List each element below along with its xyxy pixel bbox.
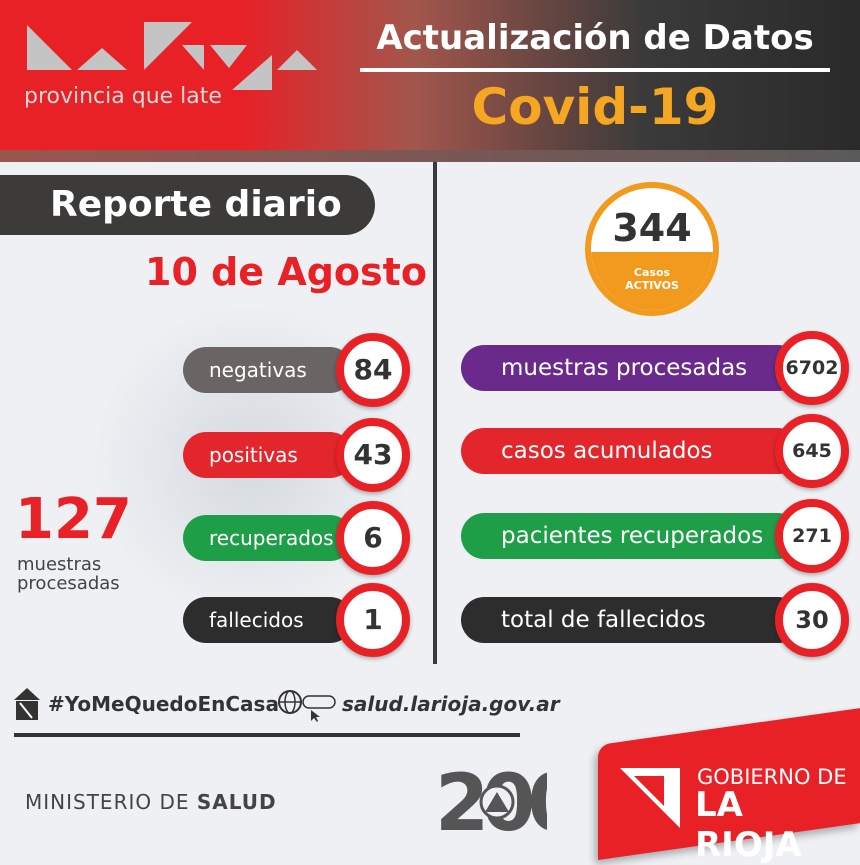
website-link[interactable]: salud.larioja.gov.ar xyxy=(342,692,560,716)
footer-divider xyxy=(14,733,520,737)
gobierno-line-1: GOBIERNO DE xyxy=(697,765,847,789)
stat-casos-acumulados: casos acumulados xyxy=(461,428,801,474)
globe-www-icon xyxy=(278,690,336,722)
stat-fallecidos-value: 1 xyxy=(336,583,410,657)
stat-pacientes-recuperados: pacientes recuperados xyxy=(461,513,801,559)
gobierno-line-2: LA RIOJA xyxy=(695,785,802,865)
stat-muestras-procesadas-value: 6702 xyxy=(775,331,849,405)
daily-report-heading: Reporte diario xyxy=(0,175,375,235)
report-date: 10 de Agosto xyxy=(145,250,427,294)
header-band xyxy=(0,150,860,162)
label-line-1: muestras xyxy=(17,554,102,575)
stat-total-fallecidos-value: 30 xyxy=(775,583,849,657)
page-subtitle: Covid-19 xyxy=(471,78,719,136)
column-divider xyxy=(433,162,437,664)
stat-negativas: negativas xyxy=(183,347,353,393)
logo-tagline: provincia que late xyxy=(24,84,222,109)
label-line-2: procesadas xyxy=(17,573,120,594)
stat-fallecidos: fallecidos xyxy=(183,597,353,643)
ministry-name: MINISTERIO DE SALUD xyxy=(25,790,277,814)
stat-recuperados: recuperados xyxy=(183,515,353,561)
stat-muestras-procesadas: muestras procesadas xyxy=(461,345,801,391)
la-rioja-logo xyxy=(27,22,317,90)
gobierno-logo-icon xyxy=(620,768,680,828)
active-cases-badge: 344 Casos ACTIVOS xyxy=(585,182,719,316)
stat-positivas: positivas xyxy=(183,432,353,478)
stat-casos-acumulados-value: 645 xyxy=(775,414,849,488)
header-banner xyxy=(0,0,860,150)
stat-pacientes-recuperados-value: 271 xyxy=(775,499,849,573)
stat-negativas-value: 84 xyxy=(336,333,410,407)
stat-recuperados-value: 6 xyxy=(336,501,410,575)
stat-positivas-value: 43 xyxy=(336,418,410,492)
title-divider xyxy=(360,68,830,72)
daily-samples-label: muestras procesadas xyxy=(17,555,120,593)
active-cases-label: Casos ACTIVOS xyxy=(625,266,679,292)
hashtag: #YoMeQuedoEnCasa xyxy=(48,692,279,716)
active-cases-value: 344 xyxy=(612,206,692,250)
200-anniversary-logo: 200 xyxy=(435,762,547,834)
house-icon xyxy=(14,688,40,720)
daily-samples-total: 127 xyxy=(15,487,132,552)
page-title: Actualización de Datos xyxy=(376,18,814,58)
stat-total-fallecidos: total de fallecidos xyxy=(461,597,801,643)
